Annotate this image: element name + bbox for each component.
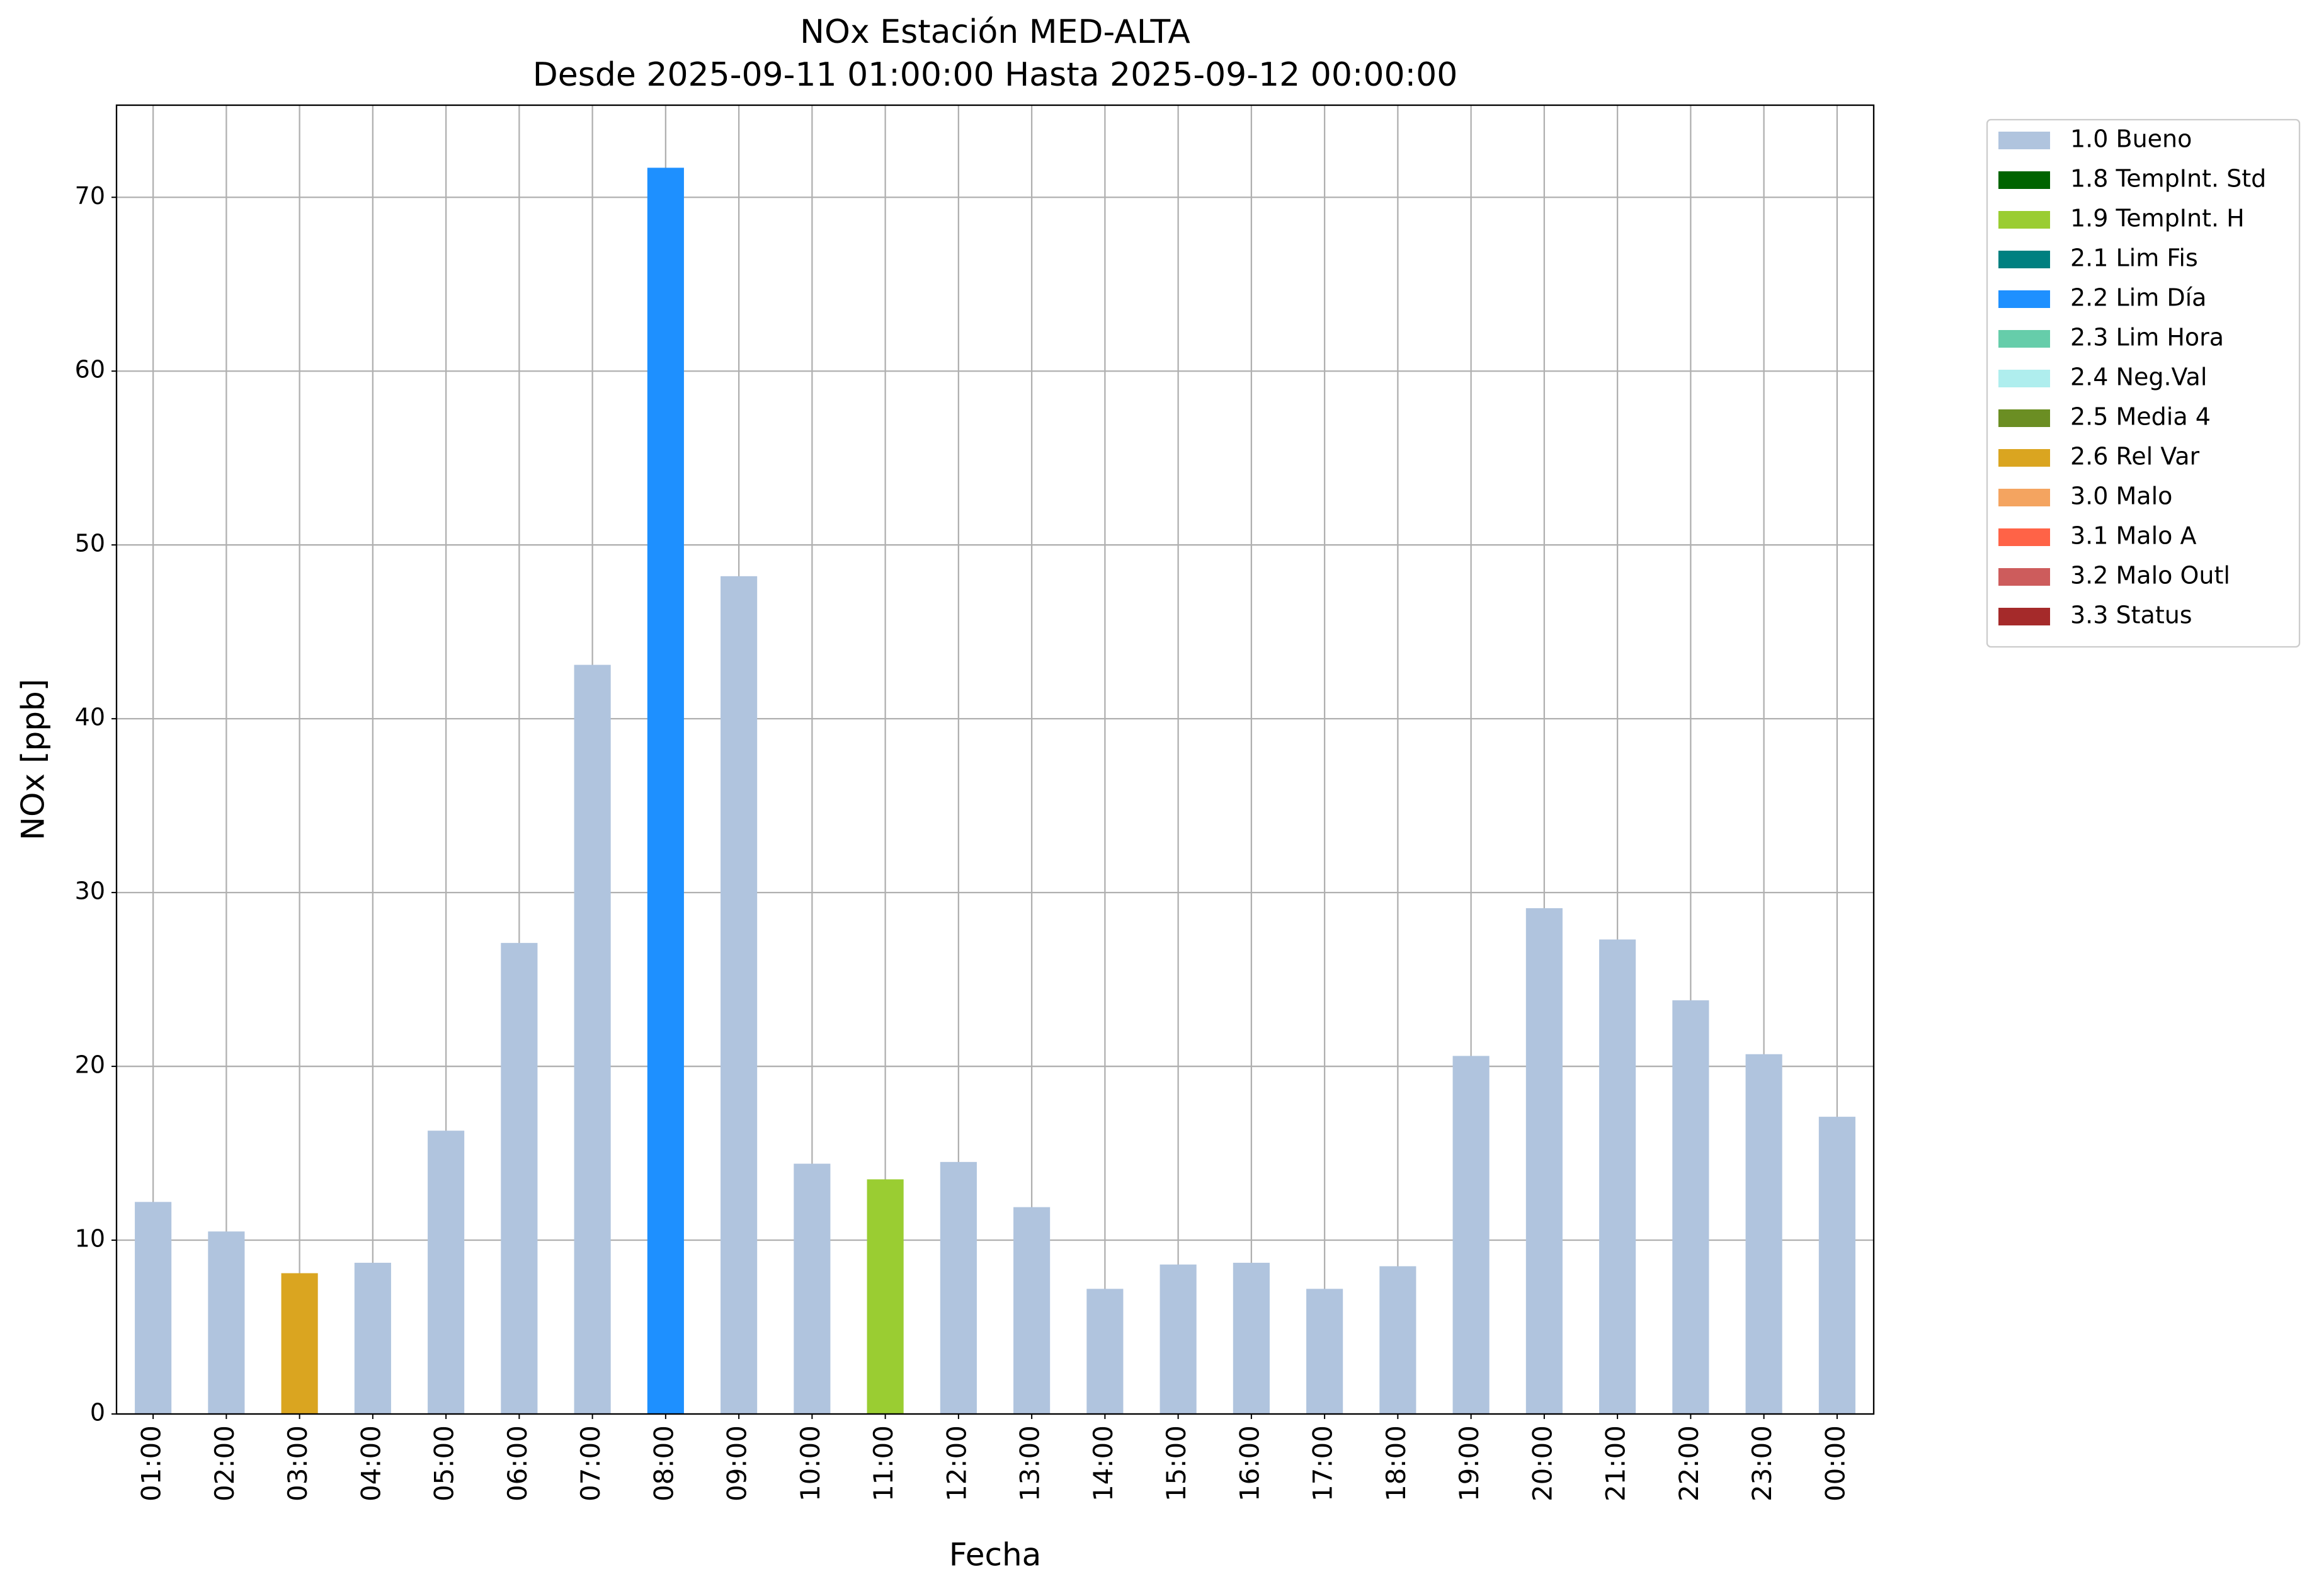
y-tick-label: 0 xyxy=(90,1399,105,1427)
bar xyxy=(721,576,758,1414)
bar xyxy=(1452,1056,1490,1414)
bar xyxy=(574,664,611,1414)
bar xyxy=(281,1273,318,1414)
legend-swatch xyxy=(1998,608,2050,625)
x-tick-label: 06:00 xyxy=(502,1425,533,1502)
legend-label: 2.4 Neg.Val xyxy=(2070,363,2207,391)
y-tick-label: 40 xyxy=(75,704,105,731)
x-axis-label: Fecha xyxy=(949,1537,1042,1573)
bar xyxy=(647,168,684,1414)
bar xyxy=(501,943,538,1414)
bar xyxy=(1233,1262,1270,1414)
bar xyxy=(940,1161,977,1414)
x-tick-label: 01:00 xyxy=(136,1425,167,1502)
legend-label: 2.1 Lim Fis xyxy=(2070,244,2198,272)
bar xyxy=(1306,1289,1343,1414)
x-tick-label: 12:00 xyxy=(941,1425,972,1502)
x-tick-label: 11:00 xyxy=(868,1425,899,1502)
bar xyxy=(1379,1266,1416,1414)
legend-swatch xyxy=(1998,290,2050,308)
x-tick-label: 17:00 xyxy=(1308,1425,1338,1502)
bar xyxy=(354,1262,391,1414)
y-tick-label: 70 xyxy=(75,182,105,210)
legend-swatch xyxy=(1998,449,2050,467)
legend-label: 1.8 TempInt. Std xyxy=(2070,165,2266,193)
y-tick-label: 10 xyxy=(75,1225,105,1253)
bar xyxy=(867,1179,904,1414)
x-tick-label: 13:00 xyxy=(1015,1425,1046,1502)
legend-swatch xyxy=(1998,211,2050,229)
chart-title: NOx Estación MED-ALTA xyxy=(800,13,1190,51)
x-tick-label: 14:00 xyxy=(1088,1425,1119,1502)
x-tick-label: 20:00 xyxy=(1527,1425,1558,1502)
x-tick-label: 08:00 xyxy=(648,1425,679,1502)
x-tick-label: 03:00 xyxy=(282,1425,313,1502)
bar xyxy=(1525,908,1563,1414)
x-tick-label: 02:00 xyxy=(209,1425,240,1502)
legend-swatch xyxy=(1998,370,2050,387)
y-tick-label: 30 xyxy=(75,877,105,905)
legend-swatch xyxy=(1998,251,2050,268)
bar xyxy=(1745,1054,1782,1414)
bar xyxy=(1599,939,1636,1414)
x-tick-label: 23:00 xyxy=(1746,1425,1777,1502)
x-tick-label: 22:00 xyxy=(1673,1425,1704,1502)
legend-label: 3.0 Malo xyxy=(2070,482,2172,510)
bar xyxy=(794,1163,831,1414)
legend-box xyxy=(1986,118,2301,648)
x-tick-label: 09:00 xyxy=(722,1425,753,1502)
legend-swatch xyxy=(1998,489,2050,506)
bar xyxy=(135,1202,172,1414)
y-axis-label: NOx [ppb] xyxy=(15,679,52,840)
legend-label: 3.1 Malo A xyxy=(2070,522,2196,550)
x-tick-label: 16:00 xyxy=(1234,1425,1265,1502)
legend-label: 3.3 Status xyxy=(2070,601,2192,629)
legend-label: 3.2 Malo Outl xyxy=(2070,562,2230,590)
y-tick-label: 20 xyxy=(75,1051,105,1079)
legend-swatch xyxy=(1998,171,2050,189)
legend-swatch xyxy=(1998,568,2050,586)
bar xyxy=(1013,1207,1051,1414)
bar xyxy=(208,1231,245,1414)
chart-subtitle: Desde 2025-09-11 01:00:00 Hasta 2025-09-… xyxy=(533,56,1458,94)
plot-frame xyxy=(115,104,1875,1415)
bar xyxy=(1160,1264,1197,1414)
x-tick-label: 19:00 xyxy=(1454,1425,1484,1502)
legend-label: 1.0 Bueno xyxy=(2070,125,2192,153)
bar xyxy=(1672,1000,1709,1414)
y-tick-label: 60 xyxy=(75,356,105,384)
bar xyxy=(1818,1117,1855,1414)
x-tick-label: 15:00 xyxy=(1161,1425,1192,1502)
legend-label: 2.6 Rel Var xyxy=(2070,443,2200,470)
bar xyxy=(428,1131,465,1414)
x-tick-label: 07:00 xyxy=(575,1425,606,1502)
y-tick-label: 50 xyxy=(75,530,105,557)
legend-label: 1.9 TempInt. H xyxy=(2070,205,2245,232)
legend-label: 2.2 Lim Día xyxy=(2070,284,2206,312)
legend-swatch xyxy=(1998,132,2050,149)
bar xyxy=(1086,1289,1124,1414)
legend-swatch xyxy=(1998,528,2050,546)
x-tick-label: 10:00 xyxy=(795,1425,826,1502)
legend-swatch xyxy=(1998,409,2050,427)
x-tick-label: 00:00 xyxy=(1820,1425,1850,1502)
legend-swatch xyxy=(1998,330,2050,348)
x-tick-label: 05:00 xyxy=(429,1425,460,1502)
x-tick-label: 04:00 xyxy=(355,1425,386,1502)
legend-label: 2.5 Media 4 xyxy=(2070,403,2211,431)
x-tick-label: 21:00 xyxy=(1600,1425,1631,1502)
legend-label: 2.3 Lim Hora xyxy=(2070,324,2224,351)
x-tick-label: 18:00 xyxy=(1381,1425,1411,1502)
